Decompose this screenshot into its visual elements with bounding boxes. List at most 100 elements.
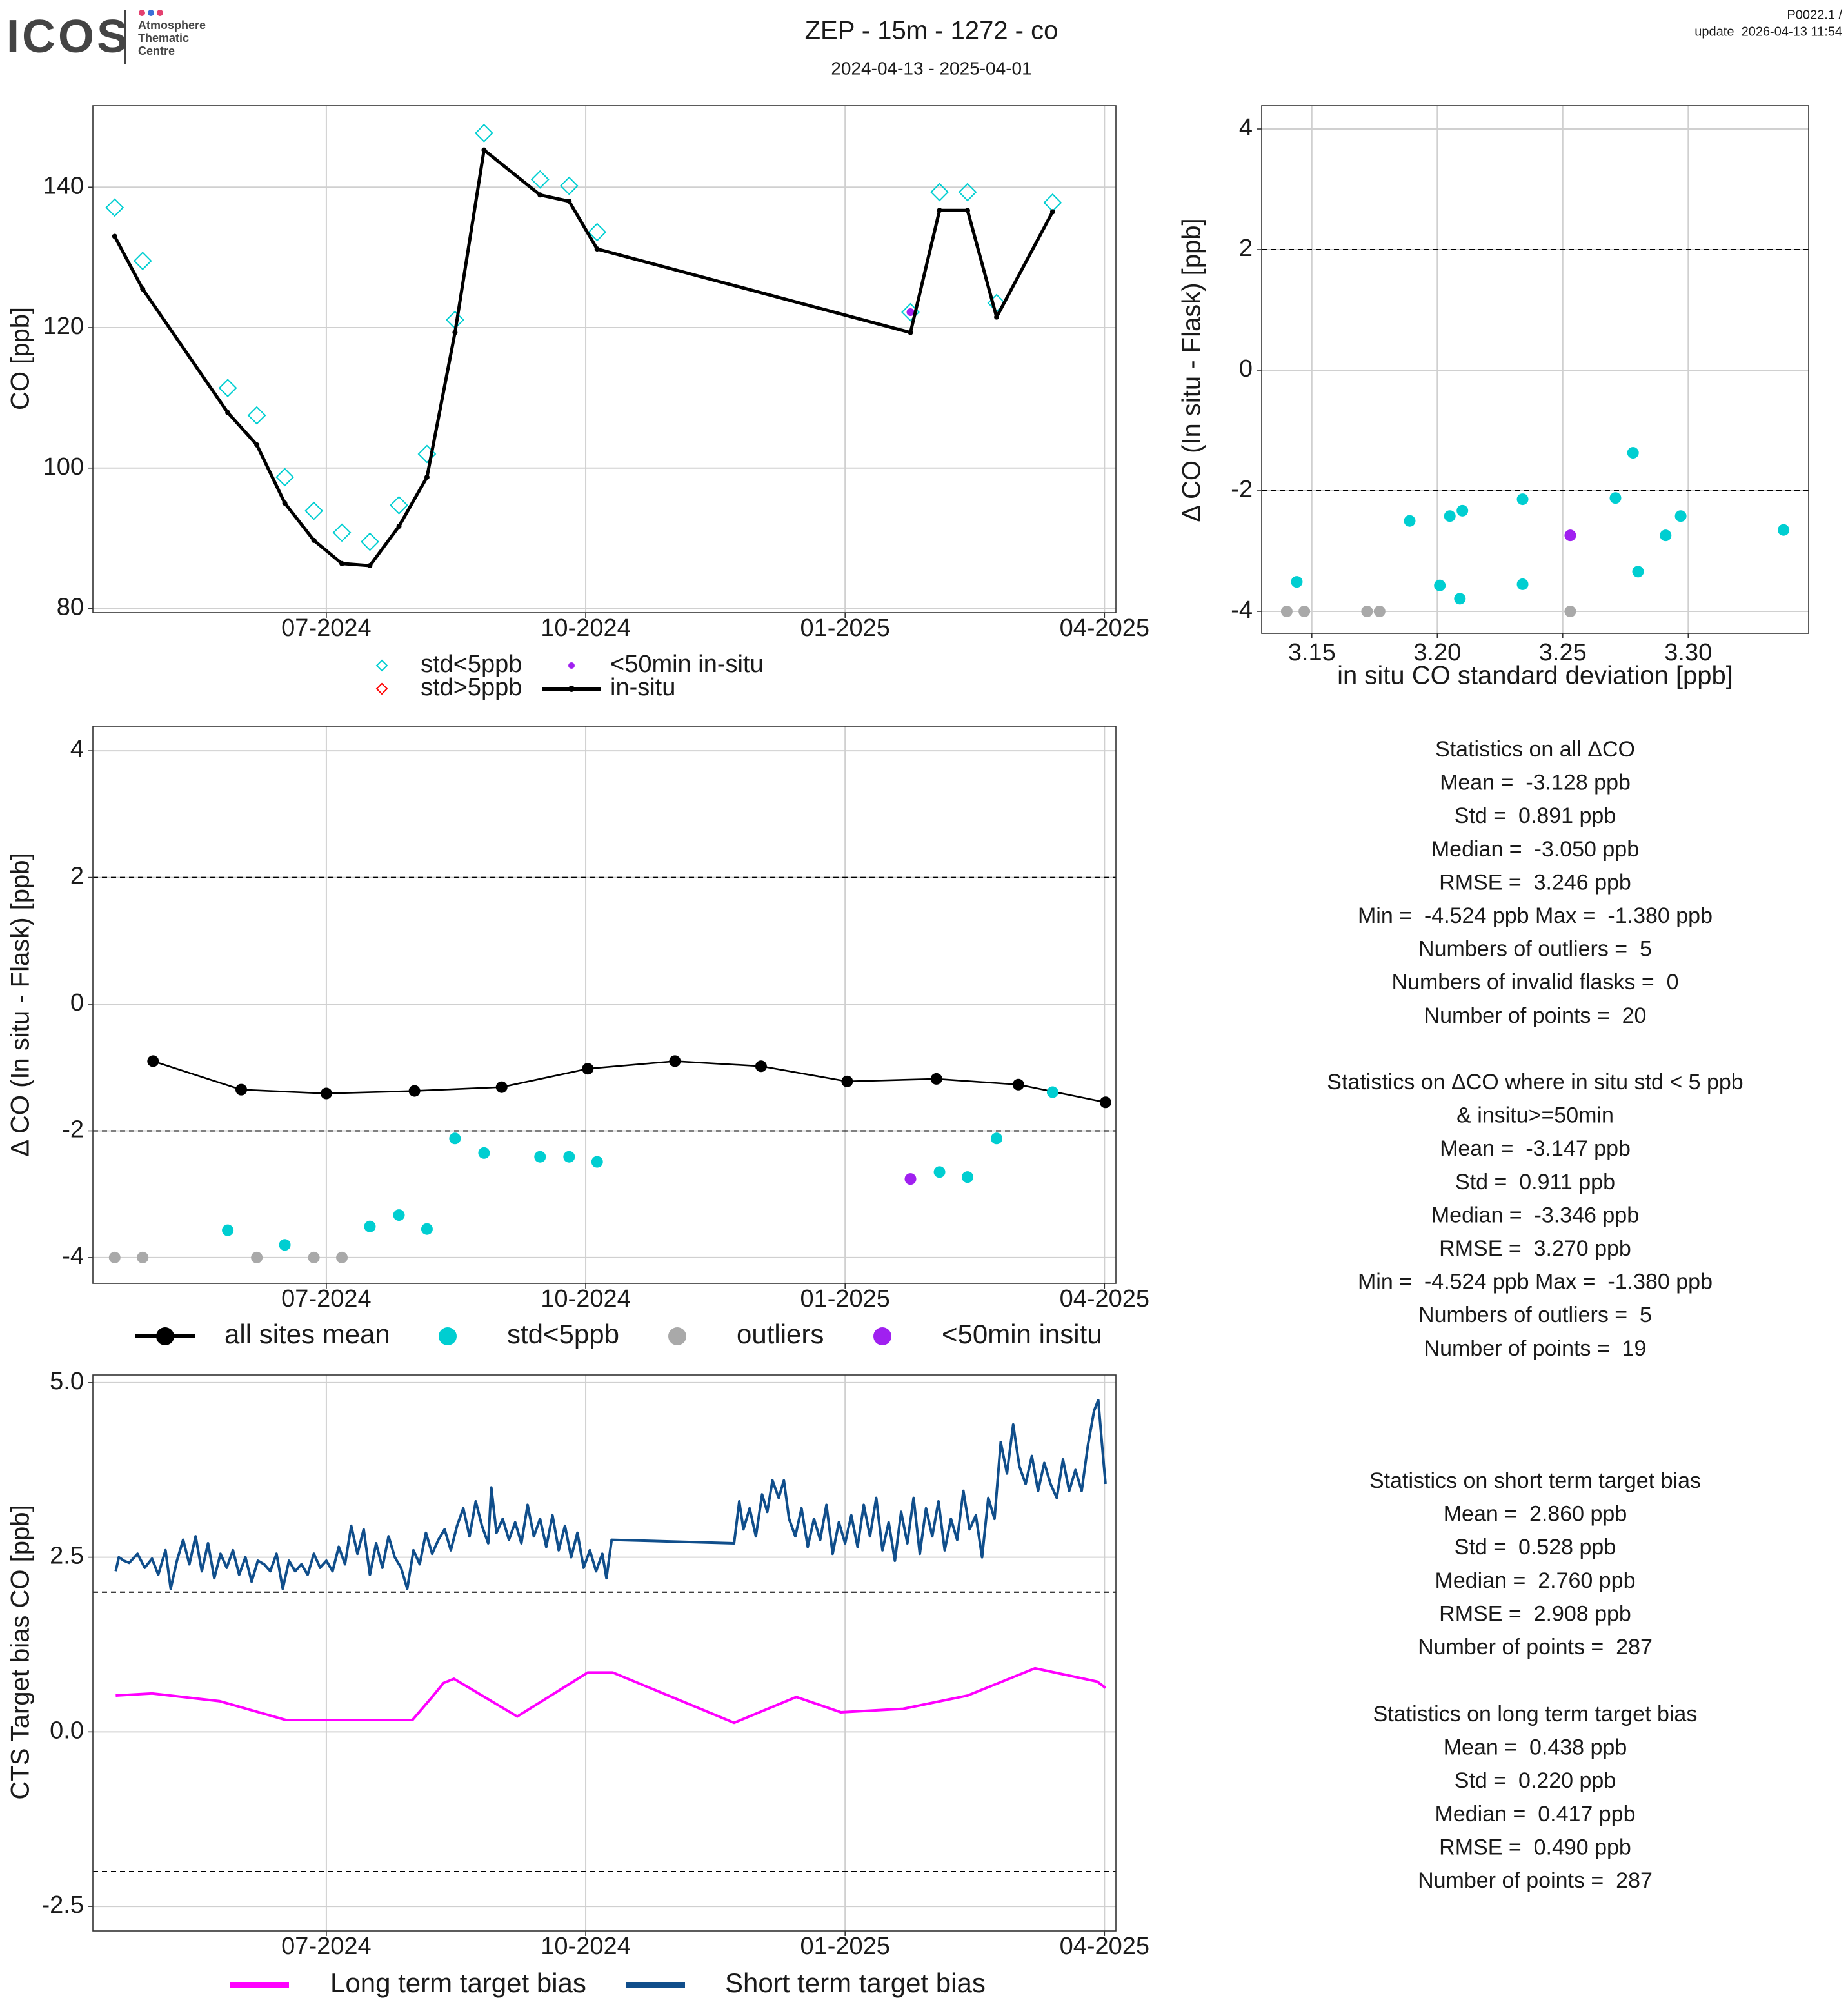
point [364,1220,376,1232]
point [1434,579,1446,591]
x-tick-label: 3.15 [1288,639,1336,666]
point [137,1251,149,1263]
point [669,1055,681,1067]
y-tick-label: -2.5 [42,1892,84,1919]
point [495,1081,508,1093]
logo: ICOS Atmosphere Thematic Centre [6,10,206,64]
x-tick-label: 10-2024 [541,1285,630,1312]
stat-line: & insitu>=50min [1456,1103,1614,1128]
stat-line: Median = -3.346 ppb [1431,1203,1639,1227]
point [279,1239,291,1251]
y-tick-label: 2 [1239,235,1253,262]
point [396,524,402,529]
legend-label: std>5ppb [421,674,522,701]
point [481,147,487,153]
point [1609,492,1622,504]
point [282,500,288,506]
y-tick-label: 0.0 [50,1717,84,1744]
point [1660,529,1672,542]
diamond-point [958,183,977,202]
stat-line: Number of points = 287 [1418,1635,1653,1659]
x-tick-label: 01-2025 [800,1285,889,1312]
logo-line: Atmosphere [138,19,206,32]
y-tick-label: 100 [43,453,84,480]
x-tick-label: 3.25 [1539,639,1587,666]
version: P0022.1 / [1787,8,1842,22]
point [1046,1086,1058,1098]
point [1778,524,1790,536]
x-tick-label: 04-2025 [1060,1285,1149,1312]
logo-dot [157,10,163,16]
legend-label: std<5ppb [507,1319,619,1349]
stat-line: RMSE = 3.270 ppb [1439,1236,1631,1261]
y-tick-label: -4 [62,1243,84,1270]
point [424,474,430,480]
x-tick-label: 10-2024 [541,1933,630,1960]
y-axis-title: Δ CO (In situ - Flask) [ppb] [6,853,35,1156]
point [408,1085,421,1097]
x-tick-label: 01-2025 [800,615,889,642]
diamond-point [133,252,152,271]
legend-symbol [668,1327,686,1345]
stat-line: Std = 0.528 ppb [1455,1535,1616,1559]
point [1012,1078,1024,1091]
point [1373,605,1386,617]
stat-line: Mean = -3.147 ppb [1440,1136,1631,1161]
diamond-point [275,468,294,487]
point [904,1173,917,1185]
legend-symbol [375,682,388,695]
point [1627,447,1639,459]
y-axis-title: CO [ppb] [6,307,35,410]
x-tick-label: 07-2024 [281,1933,371,1960]
stat-line: Number of points = 287 [1418,1868,1653,1893]
legend-symbol [375,659,388,672]
y-tick-label: 4 [1239,114,1253,141]
point [930,1073,942,1085]
plot-border [92,1374,1117,1932]
stat-line: Min = -4.524 ppb Max = -1.380 ppb [1358,904,1713,928]
point [1049,209,1055,215]
stat-line: Std = 0.220 ppb [1455,1768,1616,1793]
stat-line: Mean = 0.438 ppb [1444,1735,1627,1760]
stat-line: RMSE = 3.246 ppb [1439,870,1631,895]
stat-line: Numbers of outliers = 5 [1418,1303,1652,1327]
stat-line: RMSE = 2.908 ppb [1439,1601,1631,1626]
diamond-point [930,183,949,202]
stat-line: Median = -3.050 ppb [1431,837,1639,862]
point [108,1251,121,1263]
y-tick-label: 0 [70,989,84,1016]
point [140,286,146,292]
point [1456,504,1469,517]
diamond-point [559,176,579,195]
stat-line: RMSE = 0.490 ppb [1439,1835,1631,1859]
point [393,1209,405,1221]
legend-label: Short term target bias [725,1968,986,1998]
point [566,199,572,204]
stat-line: Std = 0.891 ppb [1455,804,1616,828]
plot-border [92,105,1117,613]
point [1361,605,1373,617]
stat-line: Number of points = 20 [1424,1004,1647,1028]
x-tick-label: 07-2024 [281,1285,371,1312]
point [908,330,913,335]
point [964,208,970,213]
plot-border [92,726,1117,1284]
point [478,1147,490,1159]
point [1454,593,1466,605]
x-tick-label: 3.20 [1413,639,1461,666]
stat-line: Median = 2.760 ppb [1435,1568,1636,1593]
y-tick-label: 80 [57,593,84,620]
diamond-point [332,523,352,542]
point [1632,566,1644,578]
logo-text: ICOS [6,11,130,63]
y-tick-label: 2.5 [50,1543,84,1570]
x-tick-label: 10-2024 [541,615,630,642]
y-tick-label: -2 [62,1116,84,1143]
diamond-point [247,406,266,425]
legend-symbol [568,686,575,692]
point [841,1075,853,1087]
legend-label: <50min in-situ [610,651,764,678]
point [563,1151,575,1163]
legend-symbol [156,1327,174,1345]
